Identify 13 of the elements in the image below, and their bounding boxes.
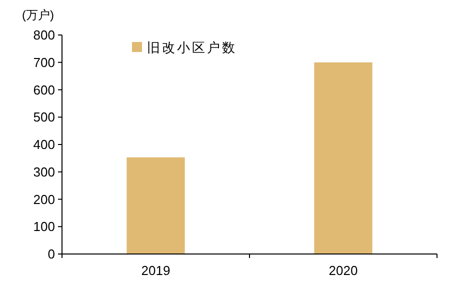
y-tick-label: 700	[33, 54, 55, 70]
x-tick-label: 2020	[328, 263, 358, 278]
y-axis-title: (万户)	[22, 8, 54, 22]
y-tick-label: 800	[33, 28, 55, 42]
y-tick-label: 500	[33, 110, 55, 125]
legend-label: 旧改小区户数	[147, 40, 237, 55]
y-tick-label: 100	[33, 219, 55, 234]
y-tick-label: 0	[48, 246, 55, 262]
y-tick-label: 300	[33, 164, 55, 180]
y-tick-label: 600	[33, 82, 55, 98]
y-tick-label: 400	[33, 137, 55, 152]
y-tick-label: 200	[33, 192, 55, 207]
x-tick-label: 2019	[141, 263, 170, 278]
